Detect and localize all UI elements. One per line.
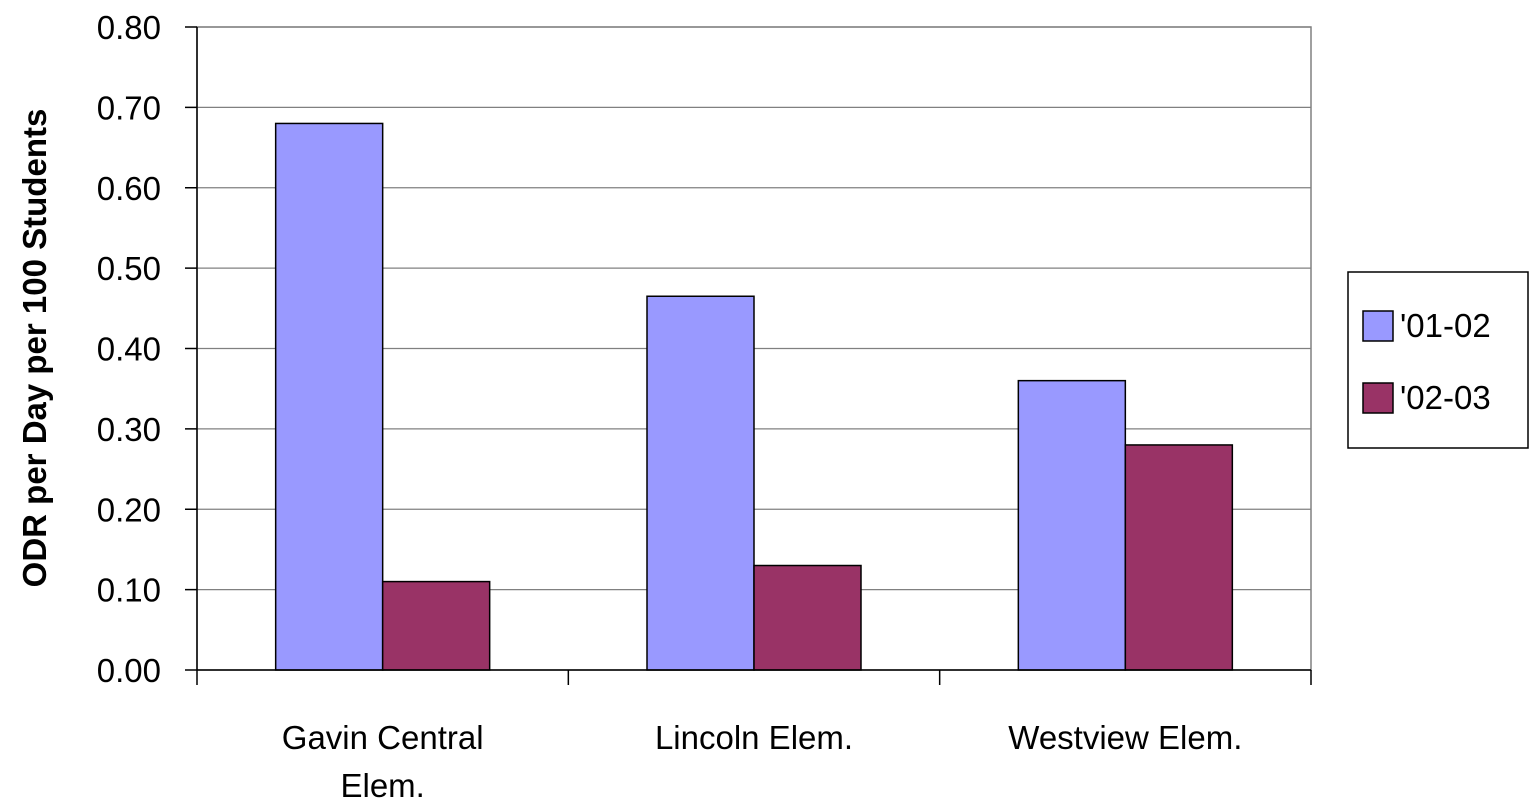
x-tick-label: Gavin Central [282,719,484,756]
bars [274,122,1234,671]
x-tick-label: Westview Elem. [1008,719,1242,756]
y-tick-labels: 0.00 0.10 0.20 0.30 0.40 0.50 0.60 0.70 0.80 [97,9,161,689]
x-tick-labels: Gavin Central Elem. Lincoln Elem. Westview … [282,719,1243,804]
y-tick-label: 0.50 [97,250,161,287]
x-tick-label: Lincoln Elem. [655,719,853,756]
y-axis-title: ODR per Day per 100 Students [16,109,53,588]
legend-label: '02-03 [1400,379,1491,416]
y-tick-label: 0.00 [97,652,161,689]
axes [185,26,1312,685]
legend-items: '01-02 '02-03 [1362,307,1491,416]
legend-label: '01-02 [1400,307,1491,344]
y-tick-label: 0.60 [97,170,161,207]
bar [1124,444,1234,671]
bar [381,580,491,671]
y-tick-label: 0.40 [97,331,161,368]
x-tick-label: Elem. [340,767,424,804]
y-tick-label: 0.20 [97,491,161,528]
legend: '01-02 '02-03 [1347,271,1529,449]
y-tick-label: 0.70 [97,89,161,126]
bar [753,564,862,671]
y-tick-label: 0.80 [97,9,161,46]
y-tick-label: 0.30 [97,411,161,448]
legend-swatch [1362,382,1394,414]
legend-box [1347,271,1529,449]
legend-swatch [1362,310,1394,342]
bar [1017,379,1127,671]
bar [274,122,384,671]
y-tick-label: 0.10 [97,572,161,609]
bar [646,295,755,671]
